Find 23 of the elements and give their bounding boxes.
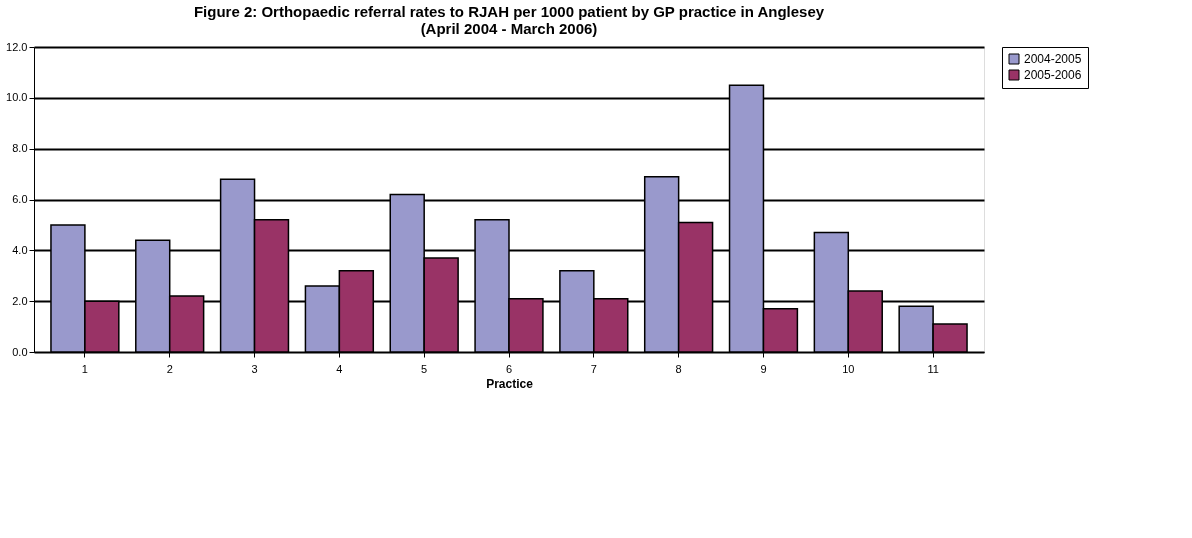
x-tick-label: 6 <box>505 362 513 375</box>
y-tick-label: 12.0 <box>6 40 28 53</box>
legend-label: 2004-2005 <box>1024 52 1082 66</box>
y-tick-label: 6.0 <box>12 193 28 205</box>
x-tick-label: 7 <box>590 362 597 375</box>
y-tick-label: 10.0 <box>6 91 28 104</box>
x-tick-label: 4 <box>336 362 343 375</box>
x-tick-label: 1 <box>81 362 88 375</box>
y-tick-label: 0.0 <box>12 345 28 358</box>
x-tick-label: 10 <box>842 362 855 375</box>
x-tick-label: 8 <box>675 362 682 375</box>
y-tick-label: 2.0 <box>12 294 28 307</box>
x-tick-label: 2 <box>166 362 173 375</box>
legend-label: 2005-2006 <box>1024 68 1082 82</box>
x-tick-label: 9 <box>760 362 767 375</box>
text: (April 2004 - March 2006) <box>420 20 598 37</box>
x-axis-title: Practice <box>486 376 534 391</box>
x-tick-label: 3 <box>251 362 258 375</box>
y-tick-label: 4.0 <box>12 243 28 256</box>
x-tick-label: 5 <box>421 362 428 375</box>
x-tick-label: 11 <box>927 362 939 375</box>
y-tick-label: 8.0 <box>12 142 28 155</box>
text: Figure 2: Orthopaedic referral rates to RJAH per 1000 patient by GP practice in Anglesey <box>193 3 825 20</box>
